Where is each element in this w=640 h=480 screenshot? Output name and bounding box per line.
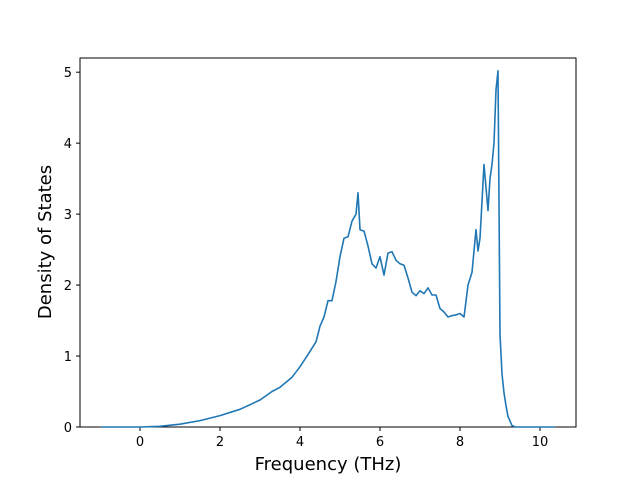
x-tick-label: 6: [376, 435, 384, 450]
x-tick-label: 10: [532, 435, 549, 450]
x-axis-label: Frequency (THz): [255, 454, 402, 475]
y-tick-label: 4: [64, 137, 72, 152]
y-tick-label: 5: [64, 66, 72, 81]
dos-series-line: [101, 70, 555, 428]
x-tick-label: 2: [216, 435, 224, 450]
y-axis-label: Density of States: [35, 165, 56, 319]
y-tick-label: 2: [64, 279, 72, 294]
axes-box: [79, 57, 577, 428]
x-tick-label: 4: [296, 435, 304, 450]
y-axis-ticks: 0 1 2 3 4 5: [64, 66, 80, 436]
y-tick-label: 1: [64, 350, 72, 365]
y-tick-label: 3: [64, 208, 72, 223]
x-tick-label: 0: [136, 435, 144, 450]
plot-frame: [79, 57, 577, 428]
y-tick-label: 0: [64, 421, 72, 436]
series-group: [101, 70, 555, 428]
x-axis-ticks: 0 2 4 6 8 10: [136, 427, 548, 450]
x-tick-label: 8: [456, 435, 464, 450]
